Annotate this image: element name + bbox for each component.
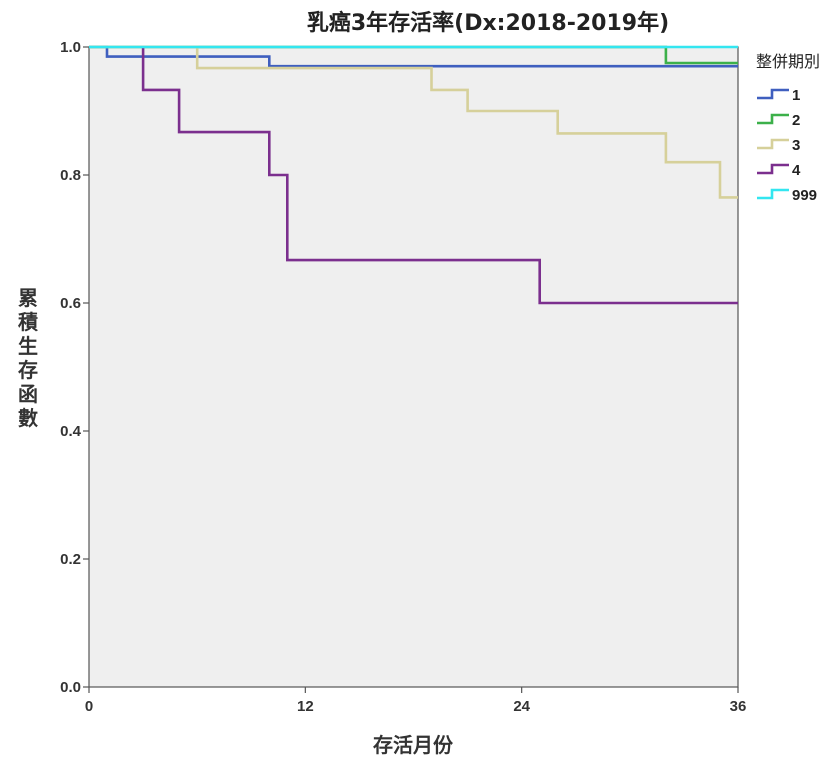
legend-swatch (757, 163, 789, 175)
x-tick-label: 24 (513, 698, 530, 715)
legend-swatch (757, 88, 789, 100)
x-axis: 0 12 24 36 (85, 687, 747, 715)
legend-label: 3 (792, 137, 800, 154)
x-tick-label: 12 (297, 698, 314, 715)
y-axis-label: 累積生存函數 (18, 286, 39, 430)
series-group (89, 45, 738, 305)
legend: 1 2 3 4 999 (757, 87, 817, 204)
x-axis-label: 存活月份 (373, 733, 454, 757)
legend-label: 2 (792, 112, 800, 129)
legend-title: 整併期別 (756, 52, 820, 71)
y-tick-label: 1.0 (60, 39, 81, 56)
series-line-3 (89, 45, 738, 199)
x-tick-label: 36 (730, 698, 747, 715)
x-tick-label: 0 (85, 698, 93, 715)
y-tick-label: 0.0 (60, 679, 81, 696)
chart-title: 乳癌3年存活率(Dx:2018-2019年) (307, 10, 669, 36)
y-axis: 0.0 0.2 0.4 0.6 0.8 1.0 (60, 39, 89, 696)
legend-label: 999 (792, 187, 817, 204)
y-tick-label: 0.6 (60, 295, 81, 312)
y-tick-label: 0.2 (60, 551, 81, 568)
series-line-4 (141, 47, 738, 305)
legend-swatch (757, 188, 789, 200)
legend-label: 1 (792, 87, 800, 104)
y-tick-label: 0.8 (60, 167, 81, 184)
y-tick-label: 0.4 (60, 423, 82, 440)
plot-area (88, 46, 739, 688)
legend-swatch (757, 138, 789, 150)
legend-swatch (757, 113, 789, 125)
legend-label: 4 (792, 162, 801, 179)
